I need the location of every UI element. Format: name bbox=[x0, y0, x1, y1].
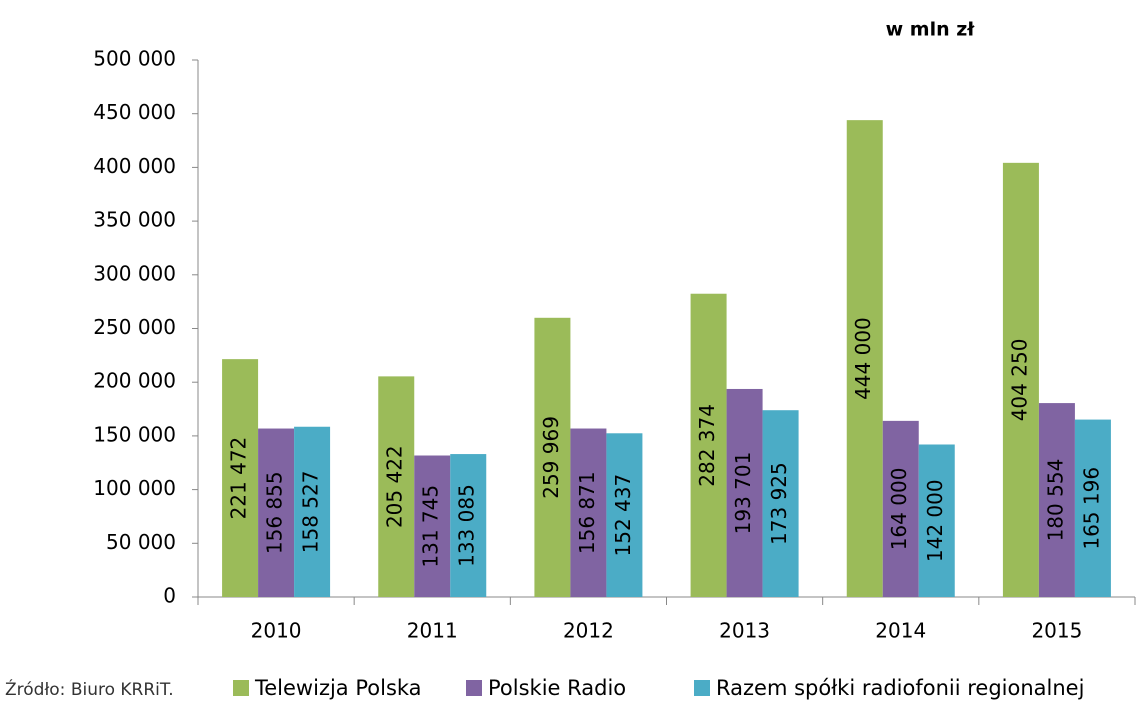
value-label: 259 969 bbox=[539, 416, 563, 499]
bar bbox=[762, 410, 799, 597]
y-tick-label: 150 000 bbox=[93, 422, 176, 446]
bar bbox=[378, 376, 415, 597]
y-tick-label: 100 000 bbox=[93, 476, 176, 500]
bar bbox=[414, 455, 451, 597]
y-tick-label: 500 000 bbox=[93, 47, 176, 71]
value-label: 158 527 bbox=[299, 471, 323, 554]
x-tick-label: 2012 bbox=[563, 619, 614, 643]
value-label: 142 000 bbox=[923, 479, 947, 562]
bar bbox=[534, 317, 571, 597]
value-label: 205 422 bbox=[383, 445, 407, 528]
x-tick-label: 2013 bbox=[719, 619, 770, 643]
bar bbox=[258, 428, 295, 597]
bar bbox=[882, 420, 919, 597]
bar bbox=[294, 426, 331, 597]
value-label: 282 374 bbox=[695, 404, 719, 487]
bar bbox=[570, 428, 607, 597]
y-tick-label: 50 000 bbox=[106, 530, 176, 554]
y-tick-label: 0 bbox=[163, 584, 176, 608]
legend-swatch bbox=[694, 680, 710, 696]
value-label: 173 925 bbox=[767, 462, 791, 545]
value-label: 404 250 bbox=[1007, 339, 1031, 422]
bar bbox=[846, 120, 883, 598]
x-tick-label: 2011 bbox=[407, 619, 458, 643]
bar bbox=[1074, 419, 1111, 597]
value-label: 165 196 bbox=[1079, 467, 1103, 550]
y-tick-label: 400 000 bbox=[93, 154, 176, 178]
value-label: 193 701 bbox=[731, 452, 755, 535]
y-tick-label: 300 000 bbox=[93, 261, 176, 285]
source-note: Źródło: Biuro KRRiT. bbox=[5, 678, 174, 700]
y-tick-label: 450 000 bbox=[93, 100, 176, 124]
bar bbox=[222, 359, 259, 597]
legend-label: Polskie Radio bbox=[488, 676, 626, 700]
bar bbox=[450, 454, 487, 597]
x-tick-label: 2014 bbox=[875, 619, 926, 643]
y-tick-label: 350 000 bbox=[93, 208, 176, 232]
unit-annotation: w mln zł bbox=[886, 19, 976, 41]
value-label: 131 745 bbox=[419, 485, 443, 568]
x-tick-label: 2010 bbox=[251, 619, 302, 643]
value-label: 156 855 bbox=[263, 471, 287, 554]
bar bbox=[606, 433, 643, 597]
y-tick-label: 250 000 bbox=[93, 315, 176, 339]
value-label: 180 554 bbox=[1043, 459, 1067, 542]
bar bbox=[726, 388, 763, 597]
bar bbox=[1038, 403, 1075, 597]
bar bbox=[1002, 162, 1039, 597]
y-tick-label: 200 000 bbox=[93, 369, 176, 393]
legend-label: Razem spółki radiofonii regionalnej bbox=[716, 676, 1084, 700]
legend-swatch bbox=[233, 680, 249, 696]
value-label: 152 437 bbox=[611, 474, 635, 557]
legend-label: Telewizja Polska bbox=[254, 676, 422, 700]
value-label: 221 472 bbox=[227, 437, 251, 520]
x-tick-label: 2015 bbox=[1031, 619, 1082, 643]
bar bbox=[918, 444, 955, 597]
value-label: 164 000 bbox=[887, 468, 911, 551]
value-label: 444 000 bbox=[851, 317, 875, 400]
bar bbox=[690, 293, 727, 597]
value-label: 133 085 bbox=[455, 484, 479, 567]
value-label: 156 871 bbox=[575, 471, 599, 554]
legend-swatch bbox=[466, 680, 482, 696]
